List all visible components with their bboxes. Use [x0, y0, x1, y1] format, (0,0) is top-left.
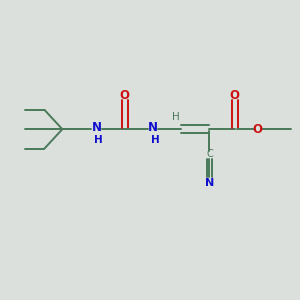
Text: N: N [148, 121, 158, 134]
Text: O: O [253, 123, 262, 136]
Text: H: H [94, 136, 103, 146]
Text: H: H [172, 112, 180, 122]
Text: O: O [230, 88, 240, 101]
Text: H: H [151, 136, 159, 146]
Text: O: O [120, 88, 130, 101]
Text: N: N [205, 178, 214, 188]
Text: C: C [206, 149, 213, 160]
Text: N: N [92, 121, 101, 134]
